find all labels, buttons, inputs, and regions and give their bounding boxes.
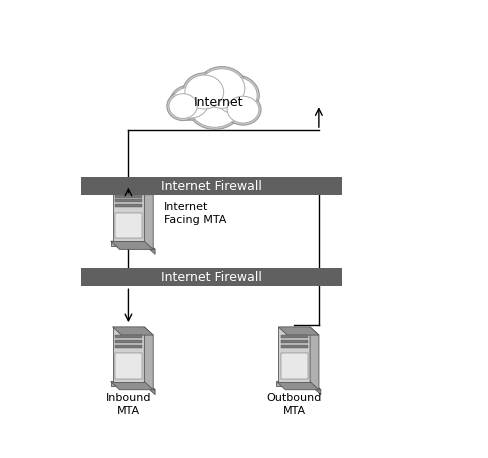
Ellipse shape <box>189 85 240 127</box>
Text: Internet Firewall: Internet Firewall <box>161 271 262 284</box>
Polygon shape <box>113 186 153 195</box>
Ellipse shape <box>199 69 245 108</box>
Ellipse shape <box>185 75 224 109</box>
Polygon shape <box>276 382 321 390</box>
Ellipse shape <box>183 73 226 111</box>
Ellipse shape <box>167 92 199 120</box>
Polygon shape <box>281 340 307 343</box>
Text: Outbound
MTA: Outbound MTA <box>266 393 322 416</box>
Polygon shape <box>144 327 153 390</box>
Polygon shape <box>278 327 319 335</box>
Polygon shape <box>111 241 146 246</box>
Polygon shape <box>115 340 142 343</box>
Polygon shape <box>115 195 142 198</box>
Polygon shape <box>312 382 321 395</box>
Ellipse shape <box>215 77 257 114</box>
Polygon shape <box>115 353 142 379</box>
Polygon shape <box>115 199 142 202</box>
Polygon shape <box>115 204 142 207</box>
Polygon shape <box>113 327 153 335</box>
Polygon shape <box>111 382 155 390</box>
Polygon shape <box>276 382 312 387</box>
Polygon shape <box>281 344 307 348</box>
Polygon shape <box>281 335 307 338</box>
Text: Inbound
MTA: Inbound MTA <box>106 393 151 416</box>
Polygon shape <box>115 335 142 338</box>
Polygon shape <box>113 327 144 382</box>
Ellipse shape <box>227 96 259 123</box>
FancyBboxPatch shape <box>81 177 342 195</box>
Ellipse shape <box>170 85 211 120</box>
Polygon shape <box>281 353 307 379</box>
Ellipse shape <box>172 87 208 118</box>
Polygon shape <box>111 382 146 387</box>
Polygon shape <box>310 327 319 390</box>
Text: Internet: Internet <box>194 96 243 109</box>
Polygon shape <box>115 344 142 348</box>
FancyBboxPatch shape <box>81 268 342 286</box>
Polygon shape <box>144 186 153 250</box>
Polygon shape <box>146 241 155 254</box>
Ellipse shape <box>197 66 247 110</box>
Text: Internet
Facing MTA: Internet Facing MTA <box>164 202 226 225</box>
Ellipse shape <box>187 83 243 129</box>
Polygon shape <box>111 241 155 250</box>
Ellipse shape <box>169 94 197 119</box>
Polygon shape <box>115 213 142 239</box>
Polygon shape <box>278 327 310 382</box>
Polygon shape <box>113 186 144 241</box>
Text: Internet Firewall: Internet Firewall <box>161 180 262 193</box>
Polygon shape <box>146 382 155 395</box>
Ellipse shape <box>225 94 261 125</box>
Ellipse shape <box>213 75 259 116</box>
